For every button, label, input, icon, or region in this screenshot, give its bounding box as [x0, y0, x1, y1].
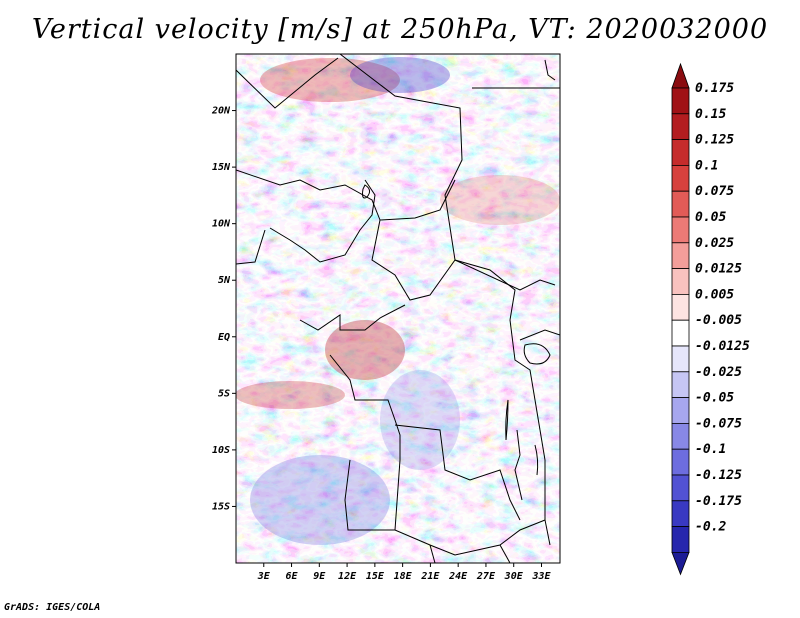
colorbar-label: -0.005: [695, 313, 742, 328]
colorbar-label: 0.175: [695, 81, 734, 96]
x-tick-label: 21E: [420, 571, 440, 582]
colorbar-swatch: [671, 422, 690, 450]
colorbar-label: 0.005: [695, 287, 734, 302]
colorbar-label: 0.0125: [695, 262, 742, 277]
y-tick-label: 15S: [212, 501, 230, 512]
colorbar-label: 0.05: [695, 210, 726, 225]
colorbar-label: -0.025: [695, 365, 742, 380]
x-tick-label: 33E: [531, 571, 551, 582]
colorbar-label: 0.125: [695, 133, 734, 148]
colorbar-swatch: [671, 113, 690, 141]
x-tick-label: 12E: [338, 571, 357, 582]
lakes: [362, 184, 551, 476]
colorbar-swatch: [671, 293, 690, 321]
colorbar-label: 0.15: [695, 107, 726, 122]
colorbar-label: -0.1: [695, 442, 726, 457]
descent-zone-central: [380, 370, 460, 470]
y-tick-label: 20N: [211, 106, 231, 117]
ascent-zone-southwest: [236, 381, 345, 409]
colorbar-swatch: [671, 397, 690, 424]
colorbar-swatch: [671, 268, 690, 295]
x-tick-label: 6E: [286, 571, 299, 582]
colorbar-swatch: [671, 500, 690, 527]
colorbar-label: 0.075: [695, 184, 734, 199]
colorbar-swatch: [671, 371, 690, 398]
colorbar-label: -0.0125: [695, 339, 750, 354]
colorbar-bottom-arrow: [671, 552, 690, 576]
country-borders: [236, 54, 560, 563]
x-tick-label: 15E: [366, 571, 385, 582]
grads-credit: GrADS: IGES/COLA: [4, 602, 101, 613]
colorbar-label: -0.05: [695, 391, 734, 406]
descent-zone-south: [250, 455, 390, 545]
y-tick-label: 5N: [218, 275, 231, 286]
descent-zone-north: [350, 57, 450, 93]
y-tick-label: 10N: [212, 219, 231, 230]
map-panel: [236, 54, 560, 563]
ascent-zone-sahel: [440, 175, 560, 225]
colorbar-swatch: [671, 448, 690, 476]
colorbar-swatch: [671, 139, 690, 166]
colorbar-swatch: [671, 164, 690, 192]
x-tick-label: 30E: [504, 571, 524, 582]
x-tick-label: 24E: [448, 571, 468, 582]
map-frame: [235, 53, 561, 564]
x-tick-label: 27E: [476, 571, 496, 582]
colorbar-swatch: [671, 242, 690, 270]
colorbar-label: -0.175: [695, 494, 742, 509]
y-axis: 20N 15N 10N 5N EQ 5S 10S 15S: [211, 106, 236, 512]
colorbar-swatch: [671, 526, 690, 553]
colorbar-top-arrow: [671, 62, 690, 89]
colorbar-swatch: [671, 216, 690, 244]
chart-title: Vertical velocity [m/s] at 250hPa, VT: 2…: [31, 14, 769, 45]
colorbar-label: -0.2: [695, 520, 726, 535]
colorbar-swatch: [671, 87, 690, 115]
y-tick-label: 5S: [218, 388, 230, 399]
colorbar-swatch: [671, 319, 690, 347]
colorbar-label: -0.075: [695, 416, 742, 431]
colorbar-label: -0.125: [695, 468, 742, 483]
ascent-zone-congo: [325, 320, 405, 380]
x-axis: 3E 6E 9E 12E 15E 18E 21E 24E 27E 30E 33E: [257, 563, 551, 582]
colorbar-swatch: [671, 345, 690, 373]
x-tick-label: 3E: [257, 571, 271, 582]
x-tick-label: 9E: [313, 571, 326, 582]
colorbar-label: 0.1: [695, 158, 718, 173]
colorbar-swatch: [671, 474, 690, 502]
colorbar: 0.175 0.15 0.125 0.1 0.075 0.05 0.025 0.0125 0.0…: [671, 62, 750, 576]
y-tick-label: EQ: [218, 332, 230, 343]
x-tick-label: 18E: [394, 571, 413, 582]
colorbar-label: 0.025: [695, 236, 734, 251]
colorbar-swatch: [671, 190, 690, 218]
y-tick-label: 10S: [212, 445, 230, 456]
y-tick-label: 15N: [212, 162, 231, 173]
